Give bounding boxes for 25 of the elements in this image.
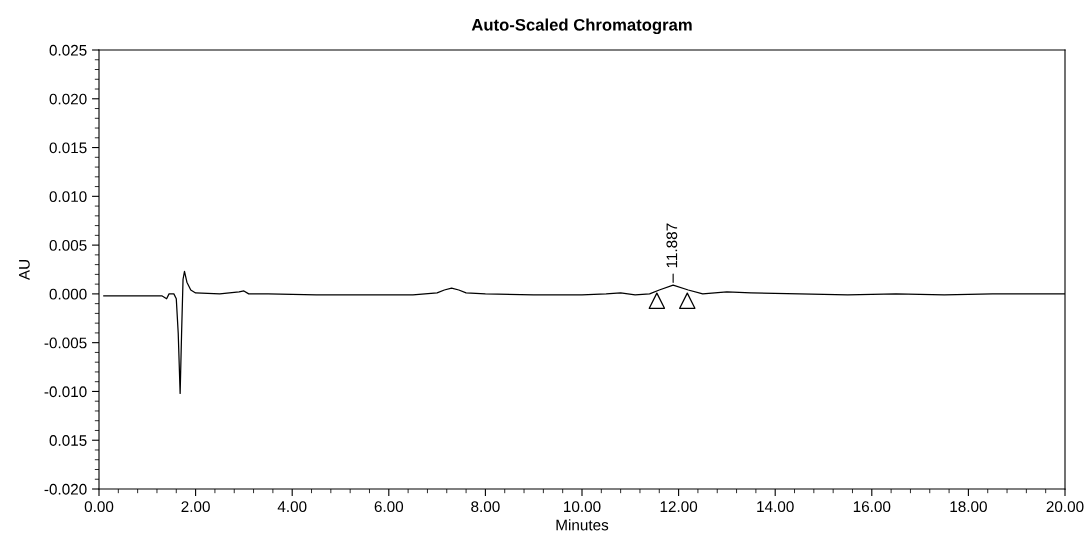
y-tick-label: -0.010: [44, 386, 87, 398]
y-tick-label: -0.005: [44, 337, 87, 349]
x-tick-label: 0.00: [84, 501, 114, 513]
x-tick-label: 4.00: [277, 501, 307, 513]
y-tick-label: 0.025: [49, 44, 87, 56]
x-tick-label: 12.00: [660, 501, 698, 513]
y-tick-label: 0.015: [49, 142, 87, 154]
y-tick-label: -0.020: [44, 483, 87, 495]
chart-title: Auto-Scaled Chromatogram: [471, 18, 692, 35]
x-tick-label: 8.00: [471, 501, 500, 513]
y-tick-label: 0.000: [49, 288, 87, 300]
y-axis-title: AU: [19, 260, 30, 281]
x-axis-title: Minutes: [556, 519, 609, 531]
x-tick-label: 6.00: [374, 501, 404, 513]
y-tick-label: 0.015: [49, 435, 87, 446]
x-tick-label: 16.00: [853, 501, 891, 513]
x-tick-label: 10.00: [564, 501, 601, 513]
y-tick-label: 0.010: [49, 191, 87, 203]
y-tick-label: 0.020: [49, 93, 87, 105]
x-tick-label: 14.00: [757, 501, 794, 513]
annotation: 11.887: [666, 223, 678, 268]
x-tick-label: 2.00: [181, 501, 210, 513]
x-tick-label: 18.00: [950, 501, 987, 513]
y-tick-label: 0.005: [49, 239, 87, 251]
x-tick-label: 20.00: [1046, 501, 1084, 513]
